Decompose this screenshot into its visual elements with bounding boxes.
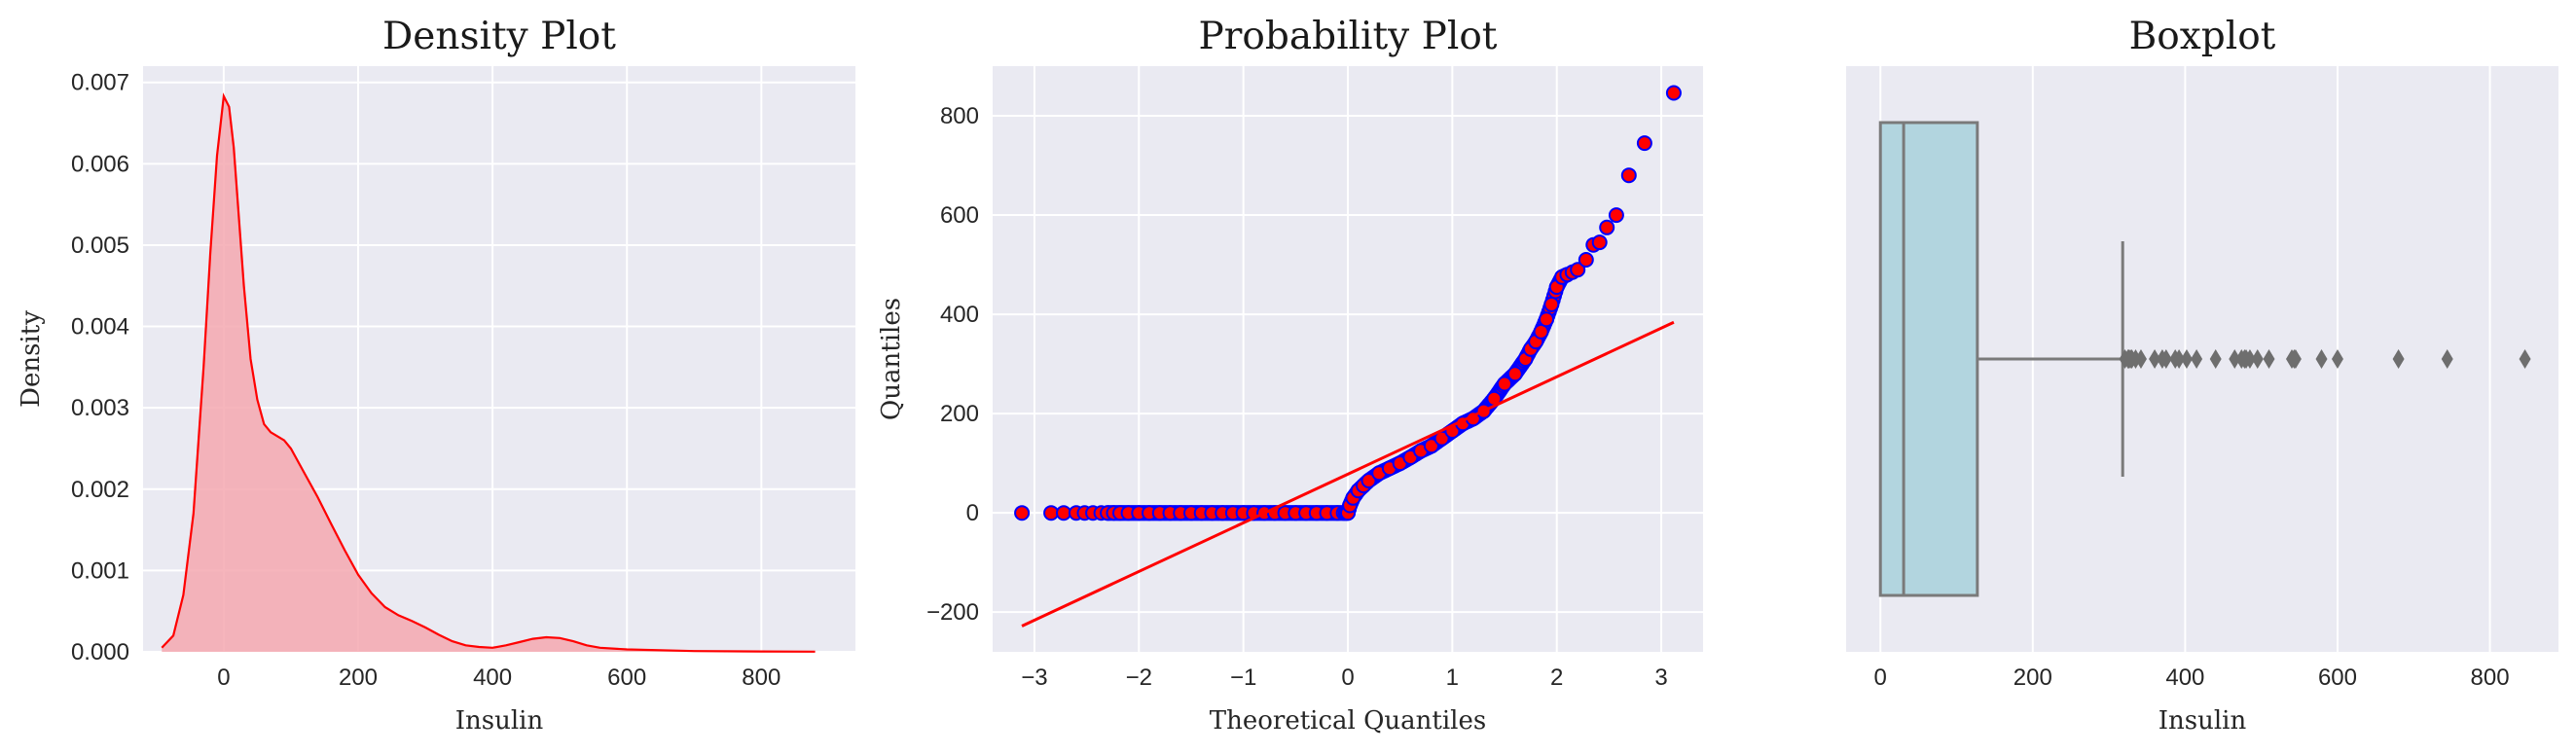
probability-x-tick-label: −2: [1126, 664, 1152, 691]
probability-point: [1506, 366, 1523, 382]
probability-point: [1636, 135, 1652, 152]
density-y-tick-label: 0.001: [71, 557, 129, 584]
probability-point: [1620, 167, 1637, 184]
boxplot-x-tick-label: 200: [2014, 664, 2052, 691]
probability-point: [1578, 252, 1594, 268]
probability-gridlines: [993, 66, 1703, 652]
probability-point: [1014, 505, 1031, 521]
density-y-tick-label: 0.003: [71, 395, 129, 421]
probability-x-tick-label: 2: [1550, 664, 1563, 691]
probability-x-tick-label: 1: [1446, 664, 1459, 691]
density-x-tick-label: 0: [217, 664, 230, 691]
density-plot-title: Density Plot: [382, 15, 616, 58]
boxplot-x-tick-label: 800: [2471, 664, 2510, 691]
boxplot-outlier: [2180, 349, 2193, 369]
boxplot-outlier: [2134, 349, 2147, 369]
density-y-axis-label: Density: [17, 310, 46, 408]
probability-y-tick-label: 400: [940, 302, 979, 328]
density-tick-labels: 0 200 400 600 800 0.000 0.001 0.002 0.003 0.004 0.…: [71, 70, 780, 691]
probability-x-tick-label: −3: [1021, 664, 1047, 691]
boxplot-outlier: [2251, 349, 2264, 369]
boxplot-outlier: [2331, 349, 2343, 369]
density-marks: [161, 92, 816, 653]
probability-y-tick-label: 0: [966, 500, 979, 526]
boxplot-title: Boxplot: [2129, 15, 2276, 58]
density-x-tick-label: 600: [607, 664, 646, 691]
probability-y-axis-label: Quantiles: [877, 298, 906, 420]
probability-point: [1543, 296, 1560, 312]
probability-x-axis-label: Theoretical Quantiles: [1210, 706, 1486, 736]
boxplot-outlier: [2229, 349, 2241, 369]
probability-y-tick-label: 800: [940, 103, 979, 129]
probability-point: [1570, 262, 1586, 278]
probability-y-tick-label: 600: [940, 202, 979, 229]
density-x-tick-label: 200: [339, 664, 378, 691]
boxplot-x-tick-label: 600: [2318, 664, 2357, 691]
probability-tick-labels: −3 −2 −1 0 1 2 3 −200 0 200 400 600 800: [926, 103, 1668, 691]
boxplot-outlier: [2173, 349, 2186, 369]
boxplot-outlier: [2392, 349, 2405, 369]
density-y-tick-label: 0.007: [71, 70, 129, 96]
boxplot-x-axis-label: Insulin: [2159, 706, 2247, 736]
boxplot-outlier: [2315, 349, 2328, 369]
probability-point: [1497, 376, 1512, 392]
probability-point: [1361, 473, 1377, 488]
probability-x-tick-label: 0: [1341, 664, 1354, 691]
probability-y-tick-label: 200: [940, 401, 979, 427]
probability-point: [1608, 207, 1624, 224]
boxplot-box: [1878, 121, 1979, 597]
boxplot-panel: 0 200 400 600 800 Boxplot Insulin: [1846, 15, 2558, 736]
probability-point: [1423, 438, 1439, 454]
boxplot-outlier: [2243, 349, 2256, 369]
probability-point: [1599, 219, 1615, 235]
boxplot-x-tick-label: 0: [1874, 664, 1887, 691]
density-x-tick-label: 800: [742, 664, 780, 691]
density-x-tick-label: 400: [473, 664, 512, 691]
density-y-tick-label: 0.006: [71, 151, 129, 177]
boxplot-outlier: [2519, 349, 2531, 369]
boxplot-outlier: [2159, 349, 2172, 369]
density-y-tick-label: 0.004: [71, 314, 129, 341]
density-x-axis-label: Insulin: [455, 706, 544, 736]
boxplot-outlier: [2209, 349, 2222, 369]
boxplot-x-tick-label: 400: [2165, 664, 2204, 691]
probability-y-tick-label: −200: [926, 599, 979, 626]
density-y-tick-label: 0.000: [71, 639, 129, 665]
probability-x-tick-label: −1: [1230, 664, 1256, 691]
probability-x-tick-label: 3: [1654, 664, 1667, 691]
density-y-tick-label: 0.005: [71, 233, 129, 259]
probability-marks: [1014, 85, 1682, 628]
probability-point: [1665, 85, 1682, 101]
boxplot-marks: [1878, 121, 2531, 597]
boxplot-outlier: [2191, 349, 2203, 369]
probability-plot-panel: −3 −2 −1 0 1 2 3 −200 0 200 400 600 800 Probability …: [877, 15, 1703, 736]
boxplot-outlier: [2263, 349, 2275, 369]
probability-point: [1539, 311, 1554, 328]
probability-fit-line: [1021, 320, 1675, 628]
boxplot-outlier: [2441, 349, 2453, 369]
density-plot-panel: 0 200 400 600 800 0.000 0.001 0.002 0.003 0.004 0.…: [17, 15, 855, 736]
density-y-tick-label: 0.002: [71, 477, 129, 503]
probability-plot-title: Probability Plot: [1199, 15, 1498, 58]
boxplot-outlier: [2289, 349, 2302, 369]
probability-point: [1591, 234, 1608, 251]
boxplot-outlier: [2149, 349, 2161, 369]
density-curve-line: [161, 92, 816, 653]
boxplot-tick-labels: 0 200 400 600 800: [1874, 664, 2510, 691]
